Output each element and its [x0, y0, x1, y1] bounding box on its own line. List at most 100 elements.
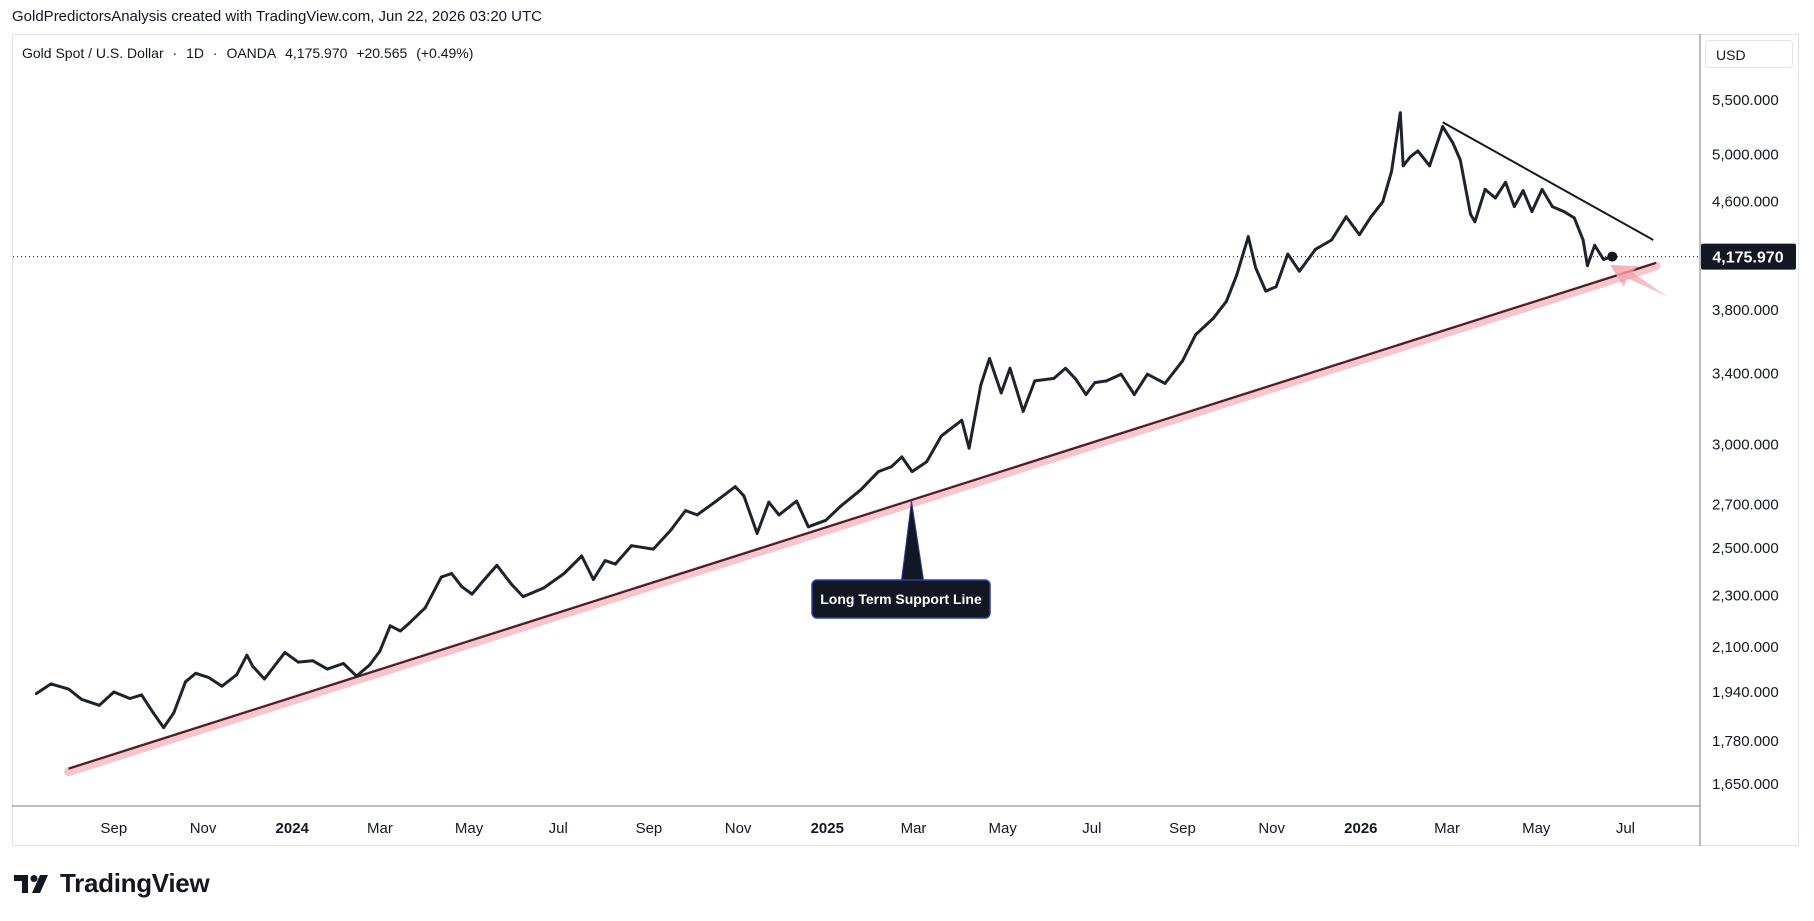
price-point [151, 711, 155, 715]
price-point [368, 663, 372, 667]
x-tick-label: 2024 [276, 820, 310, 837]
price-point [1330, 238, 1334, 242]
price-change-percent: (+0.49%) [416, 45, 474, 61]
price-point [162, 726, 165, 730]
price-point [1530, 210, 1534, 214]
x-tick-label: Sep [636, 820, 663, 837]
price-point [1562, 210, 1566, 214]
price-point [1264, 289, 1268, 293]
separator: · [172, 45, 178, 61]
y-tick-label: 1,650.000 [1712, 776, 1779, 793]
y-tick-label: 2,700.000 [1712, 496, 1779, 513]
x-tick-label: 2026 [1344, 820, 1377, 837]
callout-pointer [900, 501, 925, 581]
y-tick-label: 3,400.000 [1712, 365, 1779, 382]
price-point [1105, 379, 1108, 383]
price-point [207, 676, 211, 679]
price-point [1286, 252, 1290, 256]
price-point [1521, 189, 1525, 193]
y-tick-label: 2,500.000 [1712, 540, 1779, 557]
y-tick-label: 2,300.000 [1712, 587, 1779, 604]
price-point [80, 697, 84, 701]
price-point [1344, 215, 1348, 219]
price-point [806, 525, 810, 529]
price-point [1602, 258, 1605, 261]
price-point [1052, 376, 1056, 380]
price-point [755, 531, 759, 535]
price-point [1451, 141, 1455, 145]
x-tick-label: 2025 [811, 820, 844, 837]
price-point [1093, 381, 1097, 384]
price-point [1357, 233, 1361, 237]
x-tick-label: Nov [190, 820, 217, 837]
symbol-name[interactable]: Gold Spot / U.S. Dollar [22, 45, 164, 61]
price-point [1211, 317, 1215, 320]
pointer-arrow-icon [1610, 265, 1668, 297]
y-tick-label: 1,940.000 [1712, 684, 1779, 701]
price-point [591, 578, 595, 581]
axes: 1,650.000 1,780.000 1,940.000 2,100.000 2,30… [12, 34, 1779, 846]
price-point [1401, 164, 1405, 168]
price-point [839, 504, 842, 508]
price-point [1398, 111, 1402, 115]
price-point [1369, 215, 1373, 219]
price-point [480, 580, 484, 584]
price-point [925, 460, 929, 464]
price-point [767, 500, 771, 504]
price-point [1314, 247, 1317, 251]
price-point [1246, 235, 1250, 239]
price-point [1274, 285, 1278, 289]
price-point [470, 592, 474, 596]
price-point [1540, 188, 1544, 191]
callout-label: Long Term Support Line [820, 591, 982, 607]
price-point [910, 470, 914, 473]
symbol-legend[interactable]: Gold Spot / U.S. Dollar · 1D · OANDA 4,1… [22, 45, 478, 61]
price-point [1473, 220, 1477, 224]
price-point [263, 677, 266, 681]
symbol-exchange: OANDA [226, 45, 277, 61]
price-point [1084, 393, 1088, 397]
price-point [49, 682, 53, 686]
x-tick-label: Jul [549, 820, 568, 837]
callout-box[interactable] [811, 579, 991, 619]
currency-button[interactable]: USD [1705, 40, 1793, 68]
x-tick-label: May [455, 820, 484, 837]
price-point [1550, 205, 1554, 209]
symbol-interval[interactable]: 1D [186, 45, 204, 61]
x-tick-label: Nov [725, 820, 752, 837]
price-point [1254, 266, 1257, 270]
support-trendline [68, 261, 1657, 770]
x-tick-label: Nov [1258, 820, 1285, 837]
price-point [378, 649, 382, 653]
price-point [423, 606, 427, 610]
y-tick-label: 5,000.000 [1712, 146, 1779, 163]
price-point [960, 418, 964, 422]
price-point [1493, 196, 1497, 200]
brand-name: TradingView [60, 868, 210, 898]
price-point [97, 703, 101, 707]
tradingview-brand[interactable]: TradingView [14, 868, 210, 899]
price-point [235, 673, 239, 677]
price-point [1132, 393, 1136, 397]
price-point [900, 455, 904, 459]
price-point [1021, 409, 1025, 413]
price-point [1586, 264, 1589, 268]
separator: · [212, 45, 218, 61]
price-point [1008, 366, 1012, 370]
price-point [460, 585, 464, 589]
price-point [669, 528, 673, 532]
price-point [172, 711, 176, 715]
x-tick-label: Sep [101, 820, 128, 837]
price-point [777, 513, 781, 517]
price-point [1572, 216, 1576, 220]
support-line-highlight [64, 261, 1661, 777]
price-point [1074, 377, 1078, 381]
price-point [613, 562, 617, 566]
chart-frame [12, 34, 1799, 846]
price-point [311, 659, 315, 663]
price-tag-label: 4,175.970 [1712, 250, 1783, 267]
price-point [1033, 379, 1037, 383]
price-point [398, 629, 402, 633]
price-point [562, 572, 566, 575]
